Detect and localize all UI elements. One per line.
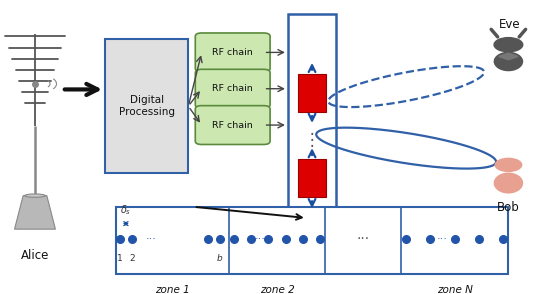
Text: RF chain: RF chain: [213, 48, 253, 57]
Bar: [298, 74, 326, 112]
Text: ···: ···: [357, 232, 370, 246]
Text: RF chain: RF chain: [213, 84, 253, 93]
Text: Bob: Bob: [497, 201, 520, 214]
Text: ⋮: ⋮: [304, 131, 320, 149]
Text: RF chain: RF chain: [213, 121, 253, 130]
Text: zone N: zone N: [437, 285, 472, 294]
Text: zone 1: zone 1: [155, 285, 189, 294]
Text: ···: ···: [145, 234, 156, 244]
Polygon shape: [499, 53, 508, 60]
FancyBboxPatch shape: [195, 106, 270, 144]
Ellipse shape: [25, 194, 45, 197]
FancyBboxPatch shape: [288, 14, 336, 218]
FancyBboxPatch shape: [195, 33, 270, 72]
Text: ···: ···: [437, 234, 448, 244]
Circle shape: [493, 37, 523, 53]
Polygon shape: [15, 196, 55, 229]
Text: zone 2: zone 2: [260, 285, 294, 294]
Ellipse shape: [493, 173, 523, 193]
Text: 1: 1: [117, 254, 123, 263]
Text: Eve: Eve: [499, 18, 521, 31]
FancyBboxPatch shape: [116, 207, 508, 274]
Text: 2: 2: [129, 254, 134, 263]
Ellipse shape: [493, 52, 523, 71]
Text: ···: ···: [254, 234, 265, 244]
Circle shape: [494, 158, 522, 172]
Text: Digital
Processing: Digital Processing: [118, 95, 175, 117]
Bar: [298, 159, 326, 197]
Text: Alice: Alice: [21, 249, 49, 262]
FancyBboxPatch shape: [195, 69, 270, 108]
Polygon shape: [508, 53, 518, 60]
Text: $\delta_s$: $\delta_s$: [120, 203, 132, 217]
Text: b: b: [217, 254, 223, 263]
FancyBboxPatch shape: [105, 39, 188, 173]
